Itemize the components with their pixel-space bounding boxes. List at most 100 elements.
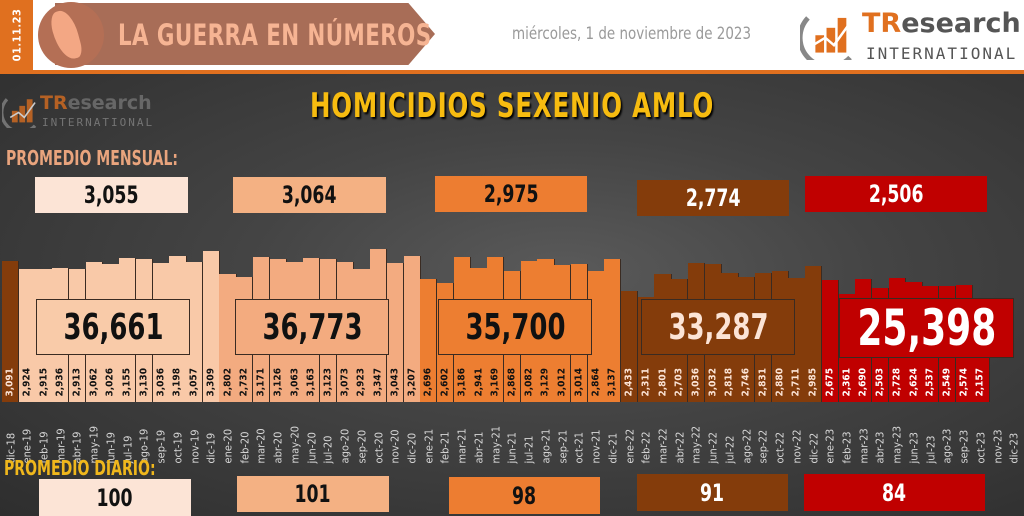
x-axis-label: feb-21 <box>438 431 452 464</box>
bar-value-label: 3,043 <box>389 368 401 397</box>
bar-value-label: 3,309 <box>205 368 217 397</box>
bar-value-label: 3,082 <box>523 368 535 397</box>
x-axis-label: abr-22 <box>673 431 687 464</box>
x-axis-label: ago-20 <box>338 428 352 464</box>
total-2020: 36,773 <box>235 299 389 355</box>
bar-value-label: 2,924 <box>21 368 33 397</box>
bar-ene-21: 2,696 <box>420 279 438 402</box>
daily-avg-2020: 101 <box>237 476 389 512</box>
x-axis-label: feb-20 <box>238 431 252 464</box>
bar-value-label: 2,503 <box>874 368 886 397</box>
x-axis-label: jun-22 <box>706 432 720 464</box>
bar-value-label: 3,091 <box>4 368 16 397</box>
bar-value-label: 3,169 <box>489 368 501 397</box>
x-axis-label: ago-22 <box>740 428 754 464</box>
x-axis-label: dic-23 <box>1007 432 1021 464</box>
x-axis-label: ene-23 <box>823 428 837 464</box>
bar-value-label: 2,537 <box>924 368 936 397</box>
x-axis-label: jul-21 <box>522 435 536 464</box>
bar-value-label: 2,361 <box>841 368 853 397</box>
bar-value-label: 2,703 <box>673 368 685 397</box>
daily-avg-2019: 100 <box>39 479 191 516</box>
x-axis-label: nov-21 <box>589 429 603 464</box>
total-2021: 35,700 <box>438 299 592 355</box>
bar-value-label: 3,057 <box>188 368 200 397</box>
x-axis-label: sep-20 <box>355 429 369 464</box>
bar-dic-22: 2,985 <box>805 266 823 402</box>
bar-value-label: 2,941 <box>473 368 485 397</box>
bar-value-label: 2,728 <box>891 368 903 397</box>
x-axis-label: jul-23 <box>924 435 938 464</box>
x-axis-label: may-22 <box>689 425 703 464</box>
x-axis-label: jun-23 <box>907 432 921 464</box>
bar-value-label: 3,163 <box>305 368 317 397</box>
x-axis-label: ago-23 <box>940 428 954 464</box>
bar-value-label: 2,913 <box>71 368 83 397</box>
bar-dic-19: 3,309 <box>202 251 220 402</box>
monthly-avg-2023: 2,506 <box>805 176 987 212</box>
bar-value-label: 3,129 <box>539 368 551 397</box>
header-divider <box>0 70 1024 74</box>
bar-value-label: 2,549 <box>941 368 953 397</box>
x-axis-label: dic-22 <box>807 432 821 464</box>
bar-value-label: 2,624 <box>908 368 920 397</box>
bar-value-label: 3,126 <box>272 368 284 397</box>
bar-value-label: 3,026 <box>104 368 116 397</box>
x-axis-label: nov-19 <box>188 429 202 464</box>
bar-nov-20: 3,043 <box>386 263 404 402</box>
bar-value-label: 2,915 <box>38 368 50 397</box>
x-axis-label: mar-21 <box>455 428 469 464</box>
x-axis-label: abr-20 <box>271 431 285 464</box>
x-axis-label: mar-23 <box>857 428 871 464</box>
bar-value-label: 2,936 <box>54 368 66 397</box>
x-axis-label: nov-23 <box>991 429 1005 464</box>
monthly-avg-2021: 2,975 <box>435 176 587 212</box>
x-axis-label: sep-19 <box>154 429 168 464</box>
bar-value-label: 2,985 <box>807 368 819 397</box>
x-axis-label: sep-23 <box>957 429 971 464</box>
main-title: HOMICIDIOS SEXENIO AMLO <box>309 86 715 126</box>
bar-value-label: 3,137 <box>606 368 618 397</box>
top-header: 01.11.23 LA GUERRA EN NÚMEROS miércoles,… <box>0 0 1024 70</box>
bar-value-label: 3,036 <box>155 368 167 397</box>
x-axis-label: dic-19 <box>204 432 218 464</box>
logo-subtitle: INTERNATIONAL <box>42 116 155 129</box>
bar-ene-23: 2,675 <box>821 280 839 402</box>
tresearch-logo: TResearch INTERNATIONAL <box>800 8 1021 68</box>
watermark-logo: TResearch INTERNATIONAL <box>2 92 152 132</box>
daily-avg-2022: 91 <box>637 474 788 511</box>
x-axis-label: may-19 <box>87 425 101 464</box>
bar-value-label: 3,130 <box>138 368 150 397</box>
bar-value-label: 3,063 <box>289 368 301 397</box>
date-strip: 01.11.23 <box>0 0 33 70</box>
x-axis-label: nov-22 <box>790 429 804 464</box>
logo-subtitle: INTERNATIONAL <box>866 44 1018 63</box>
x-axis-label: oct-19 <box>171 431 185 464</box>
x-axis-label: abr-19 <box>70 431 84 464</box>
chart-logo-icon <box>2 98 37 128</box>
bar-value-label: 3,062 <box>88 368 100 397</box>
x-axis-label: sep-22 <box>756 429 770 464</box>
bar-value-label: 2,675 <box>824 368 836 397</box>
bar-value-label: 2,711 <box>790 368 802 397</box>
bar-value-label: 2,690 <box>857 368 869 397</box>
x-axis-label: oct-22 <box>773 431 787 464</box>
x-axis-label: dic-21 <box>606 432 620 464</box>
bar-nov-19: 3,057 <box>186 262 204 402</box>
bar-value-label: 2,602 <box>439 368 451 397</box>
chart-logo-icon <box>800 16 852 60</box>
x-axis-label: ago-21 <box>539 428 553 464</box>
bar-value-label: 2,574 <box>958 368 970 397</box>
x-axis-label: may-23 <box>890 425 904 464</box>
x-axis-label: sep-21 <box>556 429 570 464</box>
x-axis-label: mar-22 <box>656 428 670 464</box>
bar-value-label: 3,123 <box>322 368 334 397</box>
x-axis-label: may-21 <box>489 425 503 464</box>
bar-value-label: 2,157 <box>974 368 986 397</box>
x-axis-label: mar-20 <box>254 428 268 464</box>
x-axis-label: nov-20 <box>388 429 402 464</box>
bar-value-label: 2,696 <box>422 368 434 397</box>
bar-dic-18: 3,091 <box>2 261 20 402</box>
bar-value-label: 2,746 <box>740 368 752 397</box>
bar-dic-20: 3,207 <box>403 256 421 402</box>
